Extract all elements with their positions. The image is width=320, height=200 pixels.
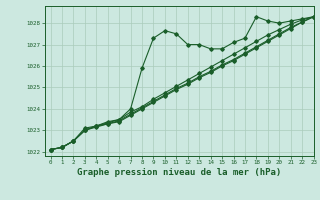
X-axis label: Graphe pression niveau de la mer (hPa): Graphe pression niveau de la mer (hPa) [77, 168, 281, 177]
